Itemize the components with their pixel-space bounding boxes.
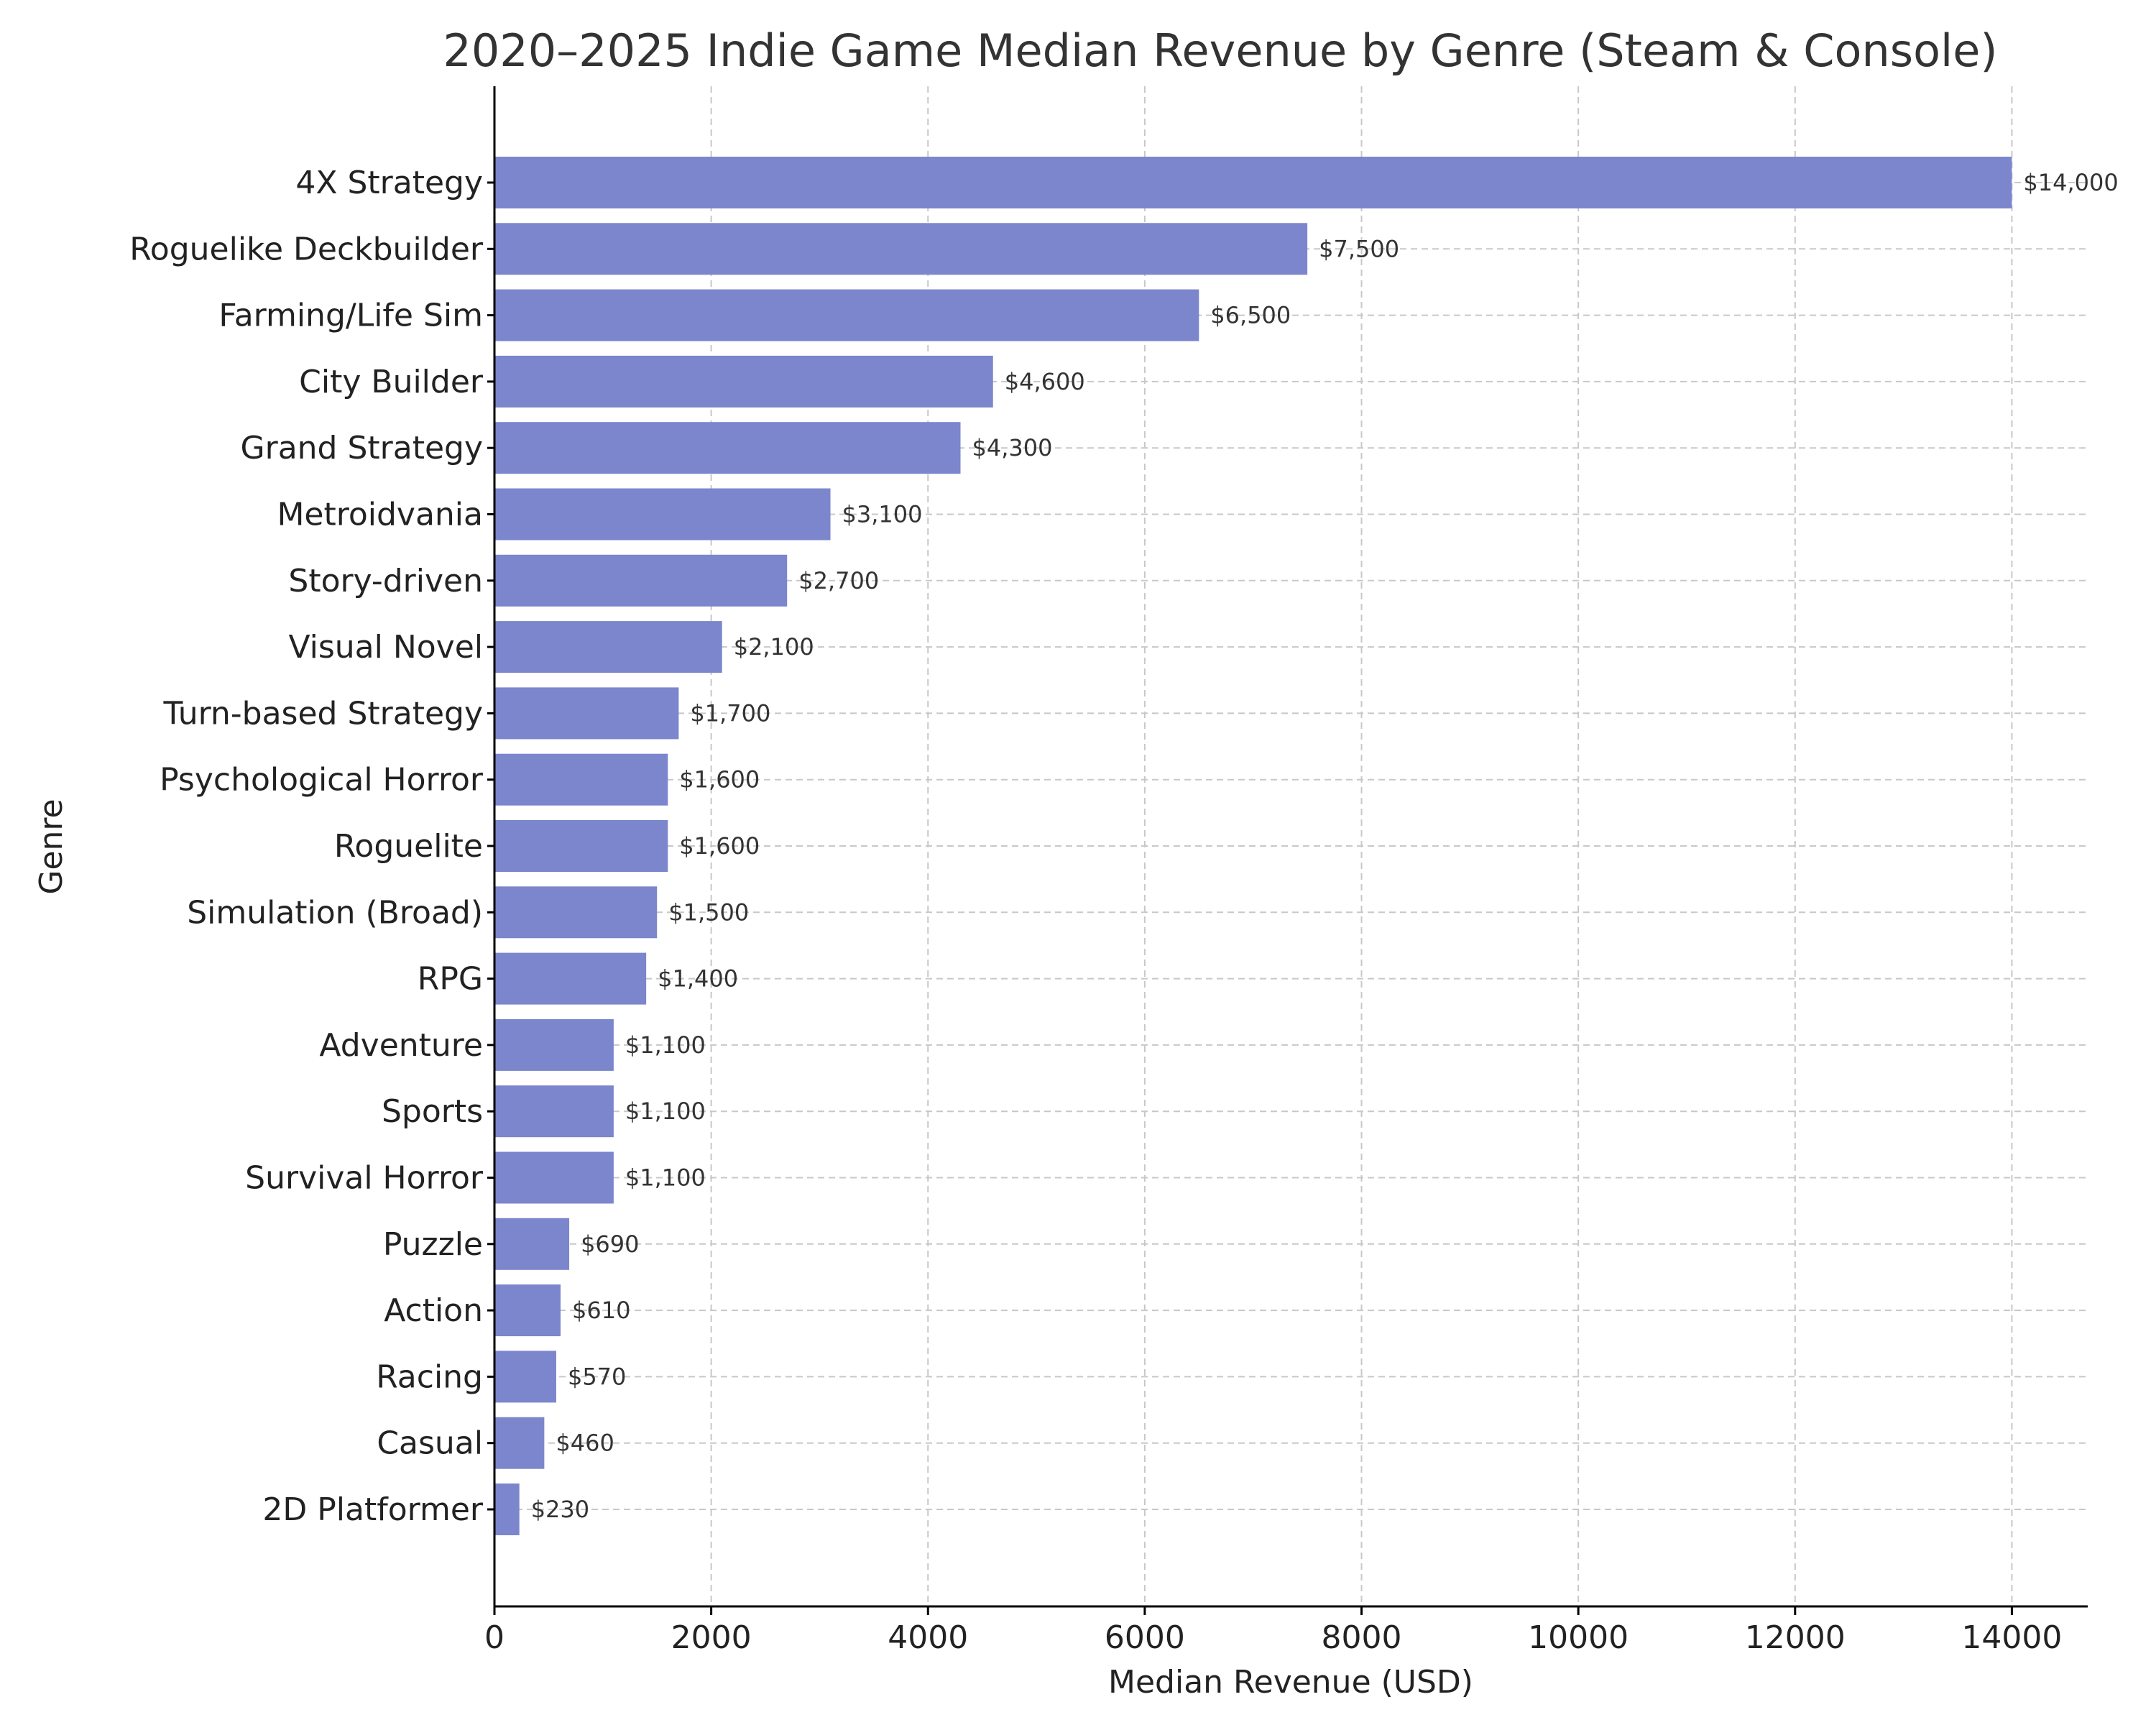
category-label: Action	[384, 1292, 483, 1329]
data-label: $1,600	[679, 832, 760, 860]
category-label: 2D Platformer	[262, 1491, 483, 1528]
x-axis-label: Median Revenue (USD)	[1108, 1664, 1473, 1701]
category-labels: 4X Strategy Roguelike Deckbuilder Farming/…	[129, 165, 484, 1528]
data-label: $1,500	[668, 898, 749, 926]
bar	[494, 488, 831, 540]
data-labels: $14,000 $7,500 $6,500 $4,600 $4,300 $3,100 $2,…	[531, 169, 2119, 1523]
data-label: $6,500	[1210, 302, 1291, 329]
data-label: $570	[568, 1363, 626, 1390]
category-label: Casual	[377, 1425, 483, 1462]
category-label: Metroidvania	[277, 497, 483, 533]
data-label: $460	[556, 1430, 614, 1457]
x-tick-label: 4000	[888, 1619, 968, 1656]
data-label: $1,100	[625, 1031, 706, 1059]
bar	[494, 952, 647, 1005]
category-label: City Builder	[299, 364, 484, 400]
bar	[494, 820, 668, 872]
category-label: Adventure	[319, 1027, 483, 1064]
bar	[494, 1151, 614, 1204]
data-label: $1,400	[658, 965, 738, 993]
category-label: Grand Strategy	[241, 430, 483, 466]
category-label: 4X Strategy	[295, 165, 483, 201]
bar	[494, 1218, 570, 1270]
category-label: Story-driven	[288, 563, 483, 599]
bar	[494, 753, 668, 806]
data-label: $230	[531, 1496, 589, 1523]
category-label: Roguelike Deckbuilder	[129, 231, 484, 267]
bar	[494, 289, 1199, 341]
bar	[494, 157, 2012, 208]
bar	[494, 621, 722, 673]
bar	[494, 1417, 545, 1469]
data-label: $14,000	[2023, 169, 2118, 196]
data-label: $1,100	[625, 1164, 706, 1192]
bar	[494, 886, 658, 939]
data-label: $1,700	[690, 699, 770, 727]
category-label: RPG	[418, 961, 483, 998]
data-label: $2,100	[734, 633, 814, 661]
bars	[494, 157, 2012, 1535]
x-tick-label: 14000	[1961, 1619, 2062, 1656]
y-axis-label: Genre	[33, 799, 70, 894]
data-label: $1,600	[679, 766, 760, 794]
bar	[494, 687, 679, 740]
bar	[494, 355, 993, 408]
x-tick-label: 0	[484, 1619, 505, 1656]
category-label: Sports	[382, 1093, 483, 1130]
data-label: $4,600	[1005, 368, 1085, 395]
bar	[494, 1484, 520, 1535]
x-tick-label: 12000	[1745, 1619, 1846, 1656]
category-label: Psychological Horror	[160, 762, 484, 799]
x-tick-label: 2000	[671, 1619, 752, 1656]
x-tick-label: 8000	[1322, 1619, 1402, 1656]
bar	[494, 1018, 614, 1071]
data-label: $610	[572, 1297, 630, 1324]
x-tick-labels: 0 2000 4000 6000 8000 10000 12000 14000	[484, 1619, 2062, 1656]
data-label: $7,500	[1319, 235, 1399, 262]
data-label: $2,700	[798, 567, 879, 594]
category-label: Survival Horror	[245, 1160, 484, 1197]
bar	[494, 1085, 614, 1138]
category-label: Farming/Life Sim	[218, 298, 483, 334]
x-tick-label: 10000	[1528, 1619, 1628, 1656]
bar	[494, 1351, 556, 1403]
category-label: Puzzle	[383, 1226, 483, 1263]
bar	[494, 1284, 561, 1337]
category-label: Racing	[376, 1358, 483, 1395]
bar	[494, 554, 788, 607]
bar	[494, 422, 961, 474]
x-tick-label: 6000	[1105, 1619, 1185, 1656]
chart-title: 2020–2025 Indie Game Median Revenue by G…	[443, 24, 1997, 77]
data-label: $690	[581, 1230, 639, 1258]
category-label: Turn-based Strategy	[163, 695, 484, 732]
category-label: Roguelite	[334, 828, 483, 865]
category-label: Visual Novel	[288, 629, 483, 666]
data-label: $3,100	[842, 501, 923, 528]
category-label: Simulation (Broad)	[187, 894, 483, 931]
grid	[494, 86, 2088, 1606]
bar	[494, 223, 1308, 275]
data-label: $1,100	[625, 1098, 706, 1125]
data-label: $4,300	[972, 434, 1053, 461]
axes	[487, 86, 2088, 1615]
